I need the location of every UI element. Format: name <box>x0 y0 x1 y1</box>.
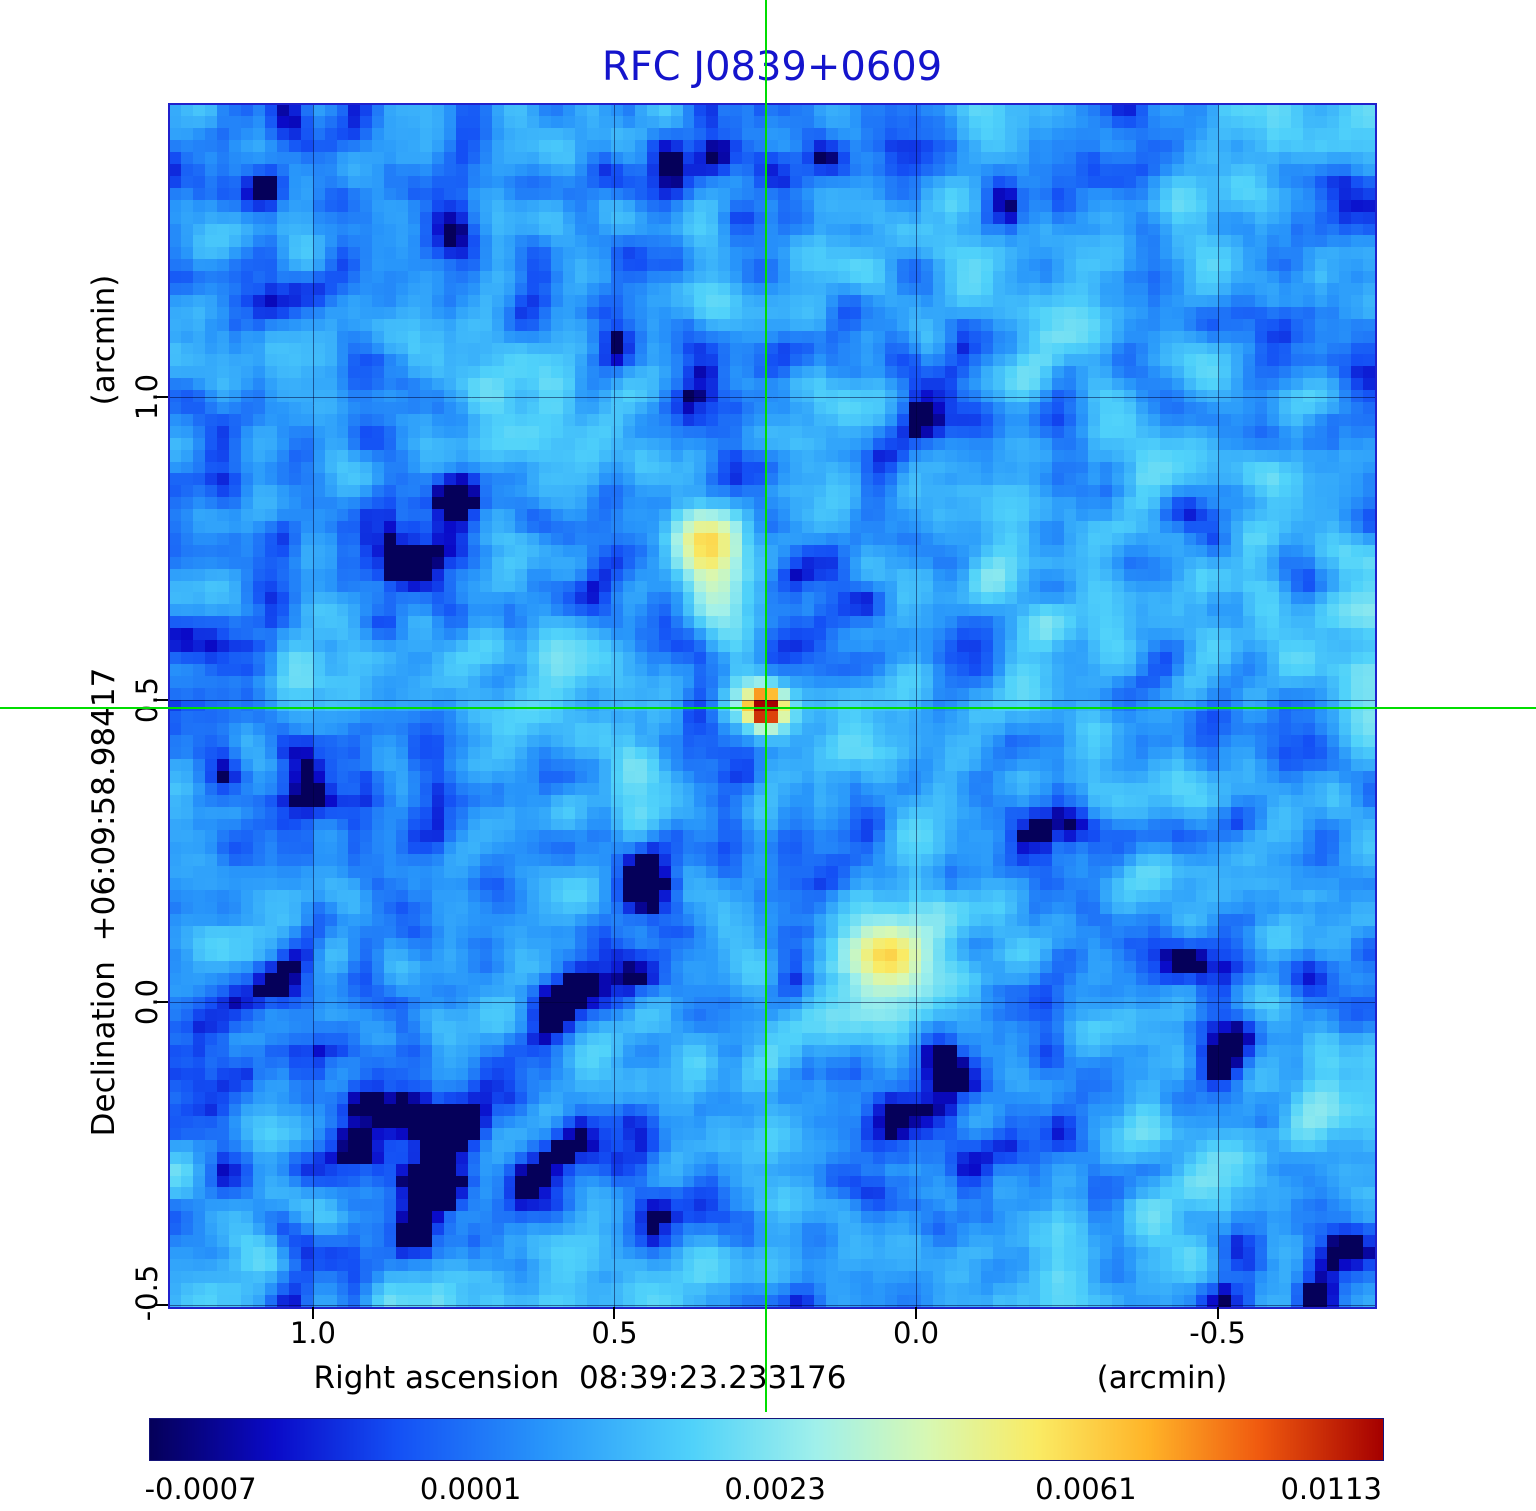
x-axis-label: Right ascension 08:39:23.233176 <box>313 1360 847 1396</box>
y-tick-label: 1.0 <box>130 374 164 421</box>
x-tick-label: 1.0 <box>289 1316 336 1350</box>
y-tick-mark <box>156 1303 168 1306</box>
x-tick-mark <box>1216 1307 1219 1319</box>
heatmap-canvas <box>170 105 1375 1307</box>
colorbar-tick-label: -0.0007 <box>144 1472 257 1506</box>
chart-title: RFC J0839+0609 <box>601 44 943 90</box>
x-tick-mark <box>915 1307 918 1319</box>
colorbar-tick-label: 0.0001 <box>419 1472 522 1506</box>
y-tick-label: 0.0 <box>130 979 164 1026</box>
plot-area <box>168 103 1377 1309</box>
colorbar-tick-label: 0.0061 <box>1035 1472 1137 1506</box>
y-axis-label: Declination +06:09:58.98417 <box>86 667 122 1137</box>
y-tick-mark <box>156 396 168 399</box>
x-tick-mark <box>311 1307 314 1319</box>
y-tick-mark <box>156 1001 168 1004</box>
colorbar <box>149 1418 1384 1461</box>
x-tick-label: -0.5 <box>1189 1316 1246 1350</box>
y-tick-mark <box>156 698 168 701</box>
x-tick-label: 0.5 <box>591 1316 638 1350</box>
x-axis-unit-label: (arcmin) <box>1096 1360 1228 1396</box>
colorbar-canvas <box>150 1419 1383 1460</box>
x-tick-label: 0.0 <box>892 1316 940 1350</box>
y-tick-label: -0.5 <box>130 1264 164 1322</box>
y-axis-unit-label: (arcmin) <box>86 274 122 406</box>
colorbar-tick-label: 0.0113 <box>1280 1472 1382 1506</box>
x-tick-mark <box>613 1307 616 1319</box>
y-tick-label: 0.5 <box>130 676 164 723</box>
colorbar-tick-label: 0.0023 <box>724 1472 826 1506</box>
